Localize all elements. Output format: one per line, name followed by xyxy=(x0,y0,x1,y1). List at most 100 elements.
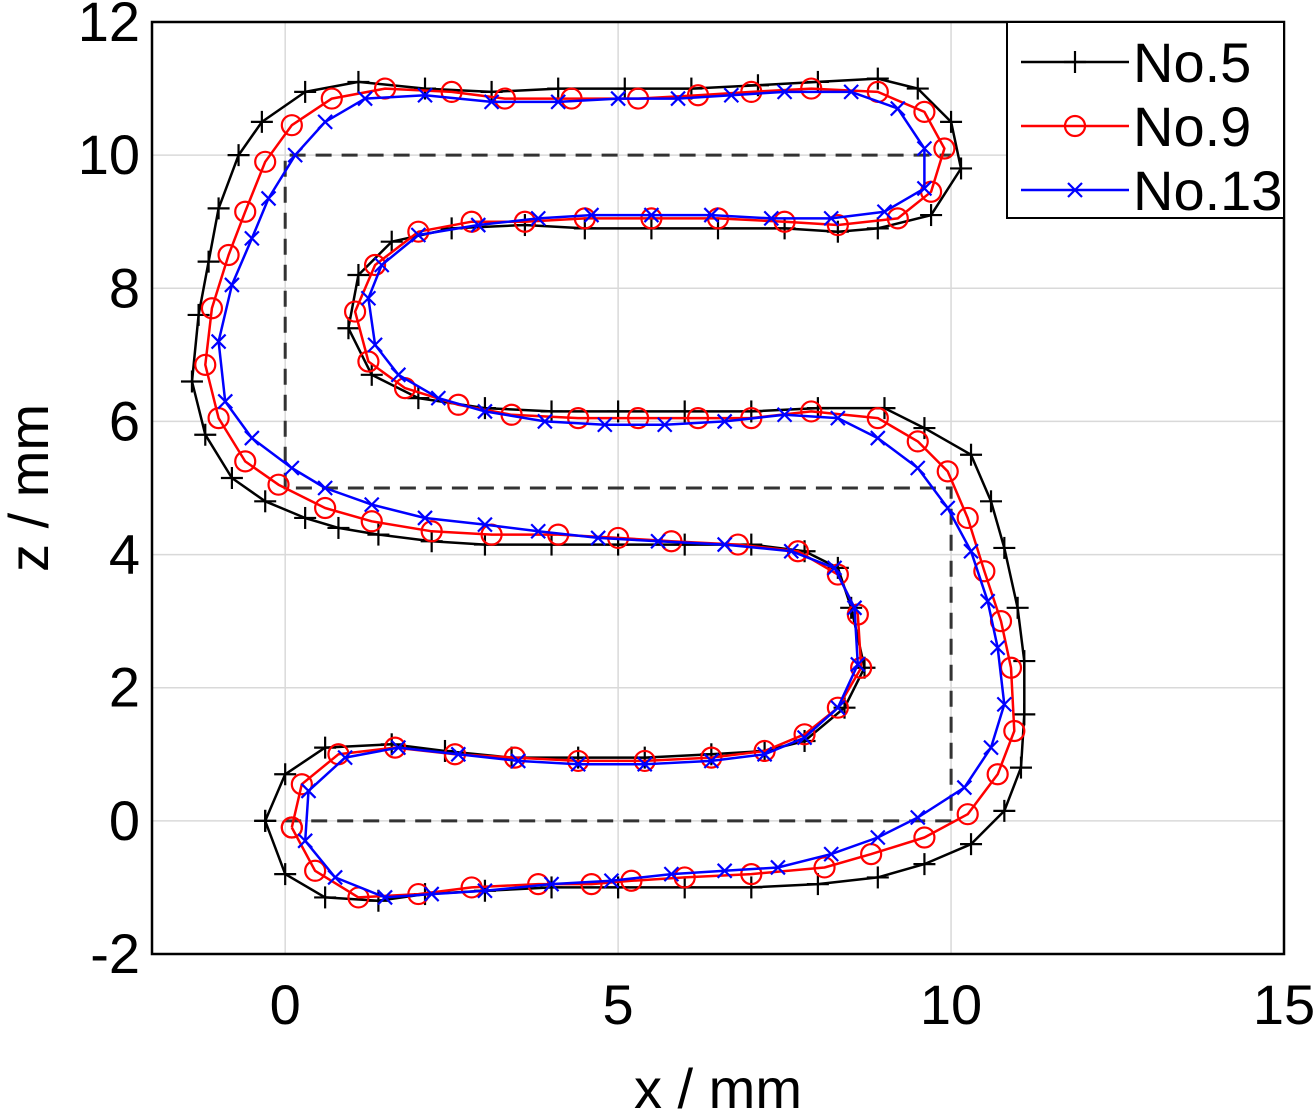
data-point xyxy=(940,110,963,133)
data-point xyxy=(993,536,1016,559)
data-point xyxy=(993,799,1016,822)
data-point xyxy=(234,200,257,223)
data-point xyxy=(300,783,317,799)
data-point xyxy=(317,114,333,130)
data-point xyxy=(756,746,773,763)
x-axis-label: x / mm xyxy=(634,1057,802,1117)
data-point xyxy=(347,70,370,93)
data-point xyxy=(740,863,763,886)
y-tick-label: 0 xyxy=(109,789,140,852)
data-point xyxy=(254,809,277,832)
data-point xyxy=(716,536,733,553)
legend-label: No.13 xyxy=(1133,159,1282,222)
data-point xyxy=(540,876,563,899)
data-point xyxy=(417,87,433,104)
data-point xyxy=(989,639,1006,656)
data-point xyxy=(703,753,720,769)
data-point xyxy=(673,533,696,556)
data-point xyxy=(360,290,377,307)
data-point xyxy=(180,370,203,393)
data-point xyxy=(960,443,983,466)
data-point xyxy=(280,114,303,137)
data-point xyxy=(783,543,800,560)
data-point xyxy=(826,560,843,576)
x-tick-label: 15 xyxy=(1253,973,1315,1036)
data-point xyxy=(1006,596,1029,619)
data-point xyxy=(936,460,959,483)
data-point xyxy=(367,337,383,353)
data-point xyxy=(813,856,836,879)
data-point xyxy=(979,593,996,609)
data-point xyxy=(284,460,300,476)
data-point xyxy=(543,876,560,892)
data-point xyxy=(290,773,313,796)
data-point xyxy=(740,80,763,104)
data-point xyxy=(540,400,563,423)
legend-label: No.9 xyxy=(1133,95,1251,158)
data-point xyxy=(570,756,586,773)
data-point xyxy=(360,510,383,533)
data-point xyxy=(367,523,390,546)
data-point xyxy=(650,533,666,550)
data-point xyxy=(806,873,829,896)
data-point xyxy=(337,317,360,340)
data-point xyxy=(716,863,733,879)
data-point xyxy=(1003,719,1026,743)
data-point xyxy=(530,210,546,227)
data-point xyxy=(716,413,733,430)
data-point xyxy=(267,473,290,496)
data-point xyxy=(916,140,933,157)
data-point xyxy=(846,600,863,616)
data-point xyxy=(656,416,673,433)
y-tick-label: 4 xyxy=(109,523,140,586)
data-point xyxy=(640,207,663,230)
data-point xyxy=(380,733,403,756)
data-point xyxy=(480,80,503,103)
data-point xyxy=(367,889,390,912)
data-point xyxy=(866,866,889,889)
data-point xyxy=(537,413,553,430)
y-tick-label: -2 xyxy=(90,922,140,985)
data-point xyxy=(187,303,210,326)
data-point xyxy=(973,560,996,583)
y-tick-label: 12 xyxy=(78,0,140,53)
y-tick-label: 10 xyxy=(78,123,140,186)
legend-marker xyxy=(1063,114,1087,138)
reference-path xyxy=(283,153,953,823)
legend-marker xyxy=(1067,182,1083,198)
data-point xyxy=(597,416,613,433)
data-point xyxy=(850,656,873,679)
data-point xyxy=(823,846,839,862)
data-point xyxy=(583,207,600,223)
data-point xyxy=(407,220,430,243)
data-point xyxy=(626,407,650,430)
data-point xyxy=(327,516,350,539)
data-point xyxy=(776,406,793,423)
data-point xyxy=(194,353,217,376)
data-point xyxy=(200,297,224,320)
data-point xyxy=(933,137,956,160)
data-point xyxy=(327,869,343,886)
data-point xyxy=(390,739,407,756)
data-point xyxy=(430,390,447,406)
data-point xyxy=(197,250,220,273)
data-point xyxy=(906,77,929,100)
y-tick-label: 2 xyxy=(109,656,140,719)
data-point xyxy=(823,210,839,227)
series-3 xyxy=(210,84,1013,906)
data-point xyxy=(800,77,823,100)
data-point xyxy=(417,510,433,526)
data-point xyxy=(234,450,257,473)
data-point xyxy=(906,430,929,453)
data-point xyxy=(826,213,849,237)
data-point xyxy=(1009,756,1032,779)
data-point xyxy=(567,749,590,773)
series-1 xyxy=(180,67,1036,912)
data-point xyxy=(956,779,973,796)
data-point xyxy=(980,490,1003,513)
data-point xyxy=(530,523,546,540)
data-point xyxy=(939,500,956,516)
data-point xyxy=(686,84,710,107)
data-point xyxy=(610,90,626,107)
data-point xyxy=(547,77,570,100)
